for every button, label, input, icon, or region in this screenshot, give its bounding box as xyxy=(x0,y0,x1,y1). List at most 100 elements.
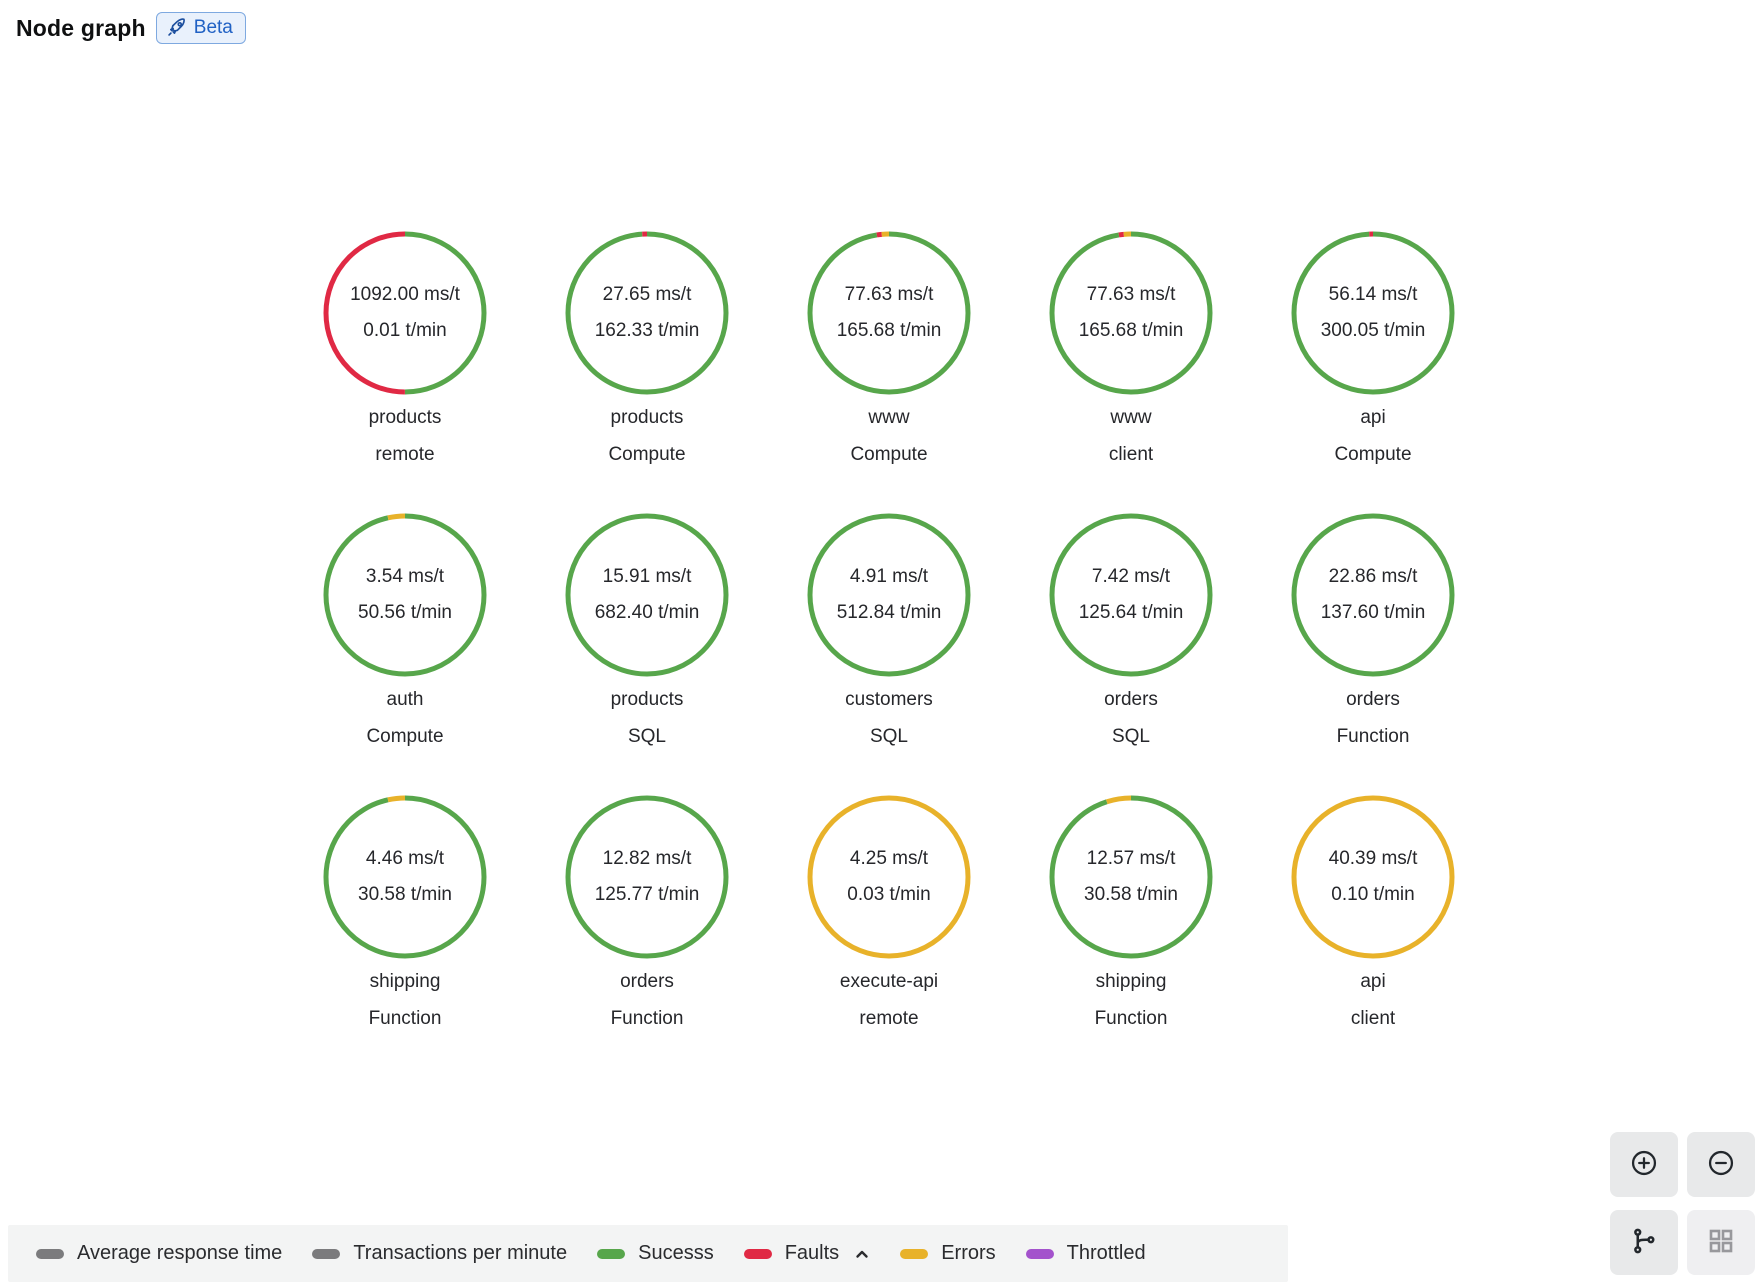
node-main-stat: 12.57 ms/t xyxy=(1086,848,1176,869)
node-subtitle: Compute xyxy=(608,444,686,465)
node-main-stat: 22.86 ms/t xyxy=(1328,566,1418,587)
node-main-stat: 3.54 ms/t xyxy=(365,566,445,587)
node-title: orders xyxy=(1346,689,1400,710)
node-ring[interactable]: 40.39 ms/t 0.10 t/min xyxy=(1291,795,1455,959)
chevron-up-icon xyxy=(854,1246,870,1262)
node-secondary-stat: 30.58 t/min xyxy=(1084,884,1178,905)
node-ring[interactable]: 4.46 ms/t 30.58 t/min xyxy=(323,795,487,959)
node-subtitle: Function xyxy=(1336,726,1410,747)
node-subtitle: Function xyxy=(1094,1008,1168,1029)
node-title: products xyxy=(610,689,684,710)
node-stats: 4.46 ms/t 30.58 t/min xyxy=(323,795,487,959)
node-main-stat: 4.46 ms/t xyxy=(365,848,445,869)
node-main-stat: 4.91 ms/t xyxy=(849,566,929,587)
node-ring[interactable]: 4.91 ms/t 512.84 t/min xyxy=(807,513,971,677)
node: 27.65 ms/t 162.33 t/min products Compute xyxy=(526,231,768,513)
node: 1092.00 ms/t 0.01 t/min products remote xyxy=(284,231,526,513)
node-ring[interactable]: 1092.00 ms/t 0.01 t/min xyxy=(323,231,487,395)
node-title: api xyxy=(1360,971,1386,992)
node-ring[interactable]: 4.25 ms/t 0.03 t/min xyxy=(807,795,971,959)
grid-layout-button[interactable] xyxy=(1687,1210,1755,1275)
node-ring[interactable]: 77.63 ms/t 165.68 t/min xyxy=(807,231,971,395)
legend-item[interactable]: Errors xyxy=(900,1242,996,1265)
legend-item[interactable]: Transactions per minute xyxy=(312,1242,567,1265)
graph-layout-button[interactable] xyxy=(1610,1210,1678,1275)
node-stats: 4.25 ms/t 0.03 t/min xyxy=(807,795,971,959)
node: 77.63 ms/t 165.68 t/min www client xyxy=(1010,231,1252,513)
node-graph-canvas[interactable]: 1092.00 ms/t 0.01 t/min products remote … xyxy=(284,231,1494,1077)
legend-item[interactable]: Throttled xyxy=(1025,1242,1146,1265)
legend-item[interactable]: Sucesss xyxy=(597,1242,714,1265)
rocket-icon xyxy=(166,17,187,38)
node-ring[interactable]: 77.63 ms/t 165.68 t/min xyxy=(1049,231,1213,395)
page-title: Node graph xyxy=(16,14,146,41)
node-ring[interactable]: 22.86 ms/t 137.60 t/min xyxy=(1291,513,1455,677)
node-label: products Compute xyxy=(608,399,685,473)
node-donut xyxy=(323,795,487,959)
node-donut xyxy=(323,231,487,395)
node-stats: 3.54 ms/t 50.56 t/min xyxy=(323,513,487,677)
node: 40.39 ms/t 0.10 t/min api client xyxy=(1252,795,1494,1077)
node-subtitle: Function xyxy=(610,1008,684,1029)
node: 15.91 ms/t 682.40 t/min products SQL xyxy=(526,513,768,795)
legend-item-label: Errors xyxy=(941,1242,996,1264)
node-main-stat: 15.91 ms/t xyxy=(602,566,692,587)
node-main-stat: 7.42 ms/t xyxy=(1091,566,1171,587)
node-ring[interactable]: 15.91 ms/t 682.40 t/min xyxy=(565,513,729,677)
node-ring[interactable]: 27.65 ms/t 162.33 t/min xyxy=(565,231,729,395)
zoom-out-button[interactable] xyxy=(1687,1132,1755,1197)
node-donut xyxy=(807,795,971,959)
node-main-stat: 40.39 ms/t xyxy=(1328,848,1418,869)
node: 4.91 ms/t 512.84 t/min customers SQL xyxy=(768,513,1010,795)
node-ring[interactable]: 12.57 ms/t 30.58 t/min xyxy=(1049,795,1213,959)
node-title: orders xyxy=(620,971,674,992)
node-title: shipping xyxy=(369,971,441,992)
node-donut xyxy=(1291,231,1455,395)
node-donut xyxy=(807,513,971,677)
zoom-in-button[interactable] xyxy=(1610,1132,1678,1197)
node-subtitle: Function xyxy=(368,1008,442,1029)
legend-bar: Average response time Transactions per m… xyxy=(8,1225,1288,1282)
node-title: www xyxy=(868,407,910,428)
circle-minus-icon xyxy=(1705,1147,1737,1182)
node-stats: 12.82 ms/t 125.77 t/min xyxy=(565,795,729,959)
node-donut xyxy=(1291,513,1455,677)
node-subtitle: Compute xyxy=(1334,444,1412,465)
node-title: products xyxy=(610,407,684,428)
legend-swatch-icon xyxy=(743,1248,772,1259)
node-label: shipping Function xyxy=(1095,963,1168,1037)
node-main-stat: 56.14 ms/t xyxy=(1328,284,1418,305)
node-subtitle: Compute xyxy=(850,444,928,465)
legend-item[interactable]: Faults xyxy=(743,1242,870,1265)
node-secondary-stat: 50.56 t/min xyxy=(358,602,452,623)
node-ring[interactable]: 3.54 ms/t 50.56 t/min xyxy=(323,513,487,677)
node-secondary-stat: 0.03 t/min xyxy=(847,884,931,905)
legend-item-label: Faults xyxy=(784,1242,840,1264)
node: 4.25 ms/t 0.03 t/min execute-api remote xyxy=(768,795,1010,1077)
node-title: auth xyxy=(386,689,424,710)
node-label: execute-api remote xyxy=(840,963,938,1037)
node: 22.86 ms/t 137.60 t/min orders Function xyxy=(1252,513,1494,795)
node-label: shipping Function xyxy=(369,963,442,1037)
node-title: www xyxy=(1110,407,1152,428)
node-ring[interactable]: 56.14 ms/t 300.05 t/min xyxy=(1291,231,1455,395)
beta-badge-label: Beta xyxy=(193,17,233,38)
node-donut xyxy=(565,231,729,395)
node-subtitle: SQL xyxy=(1111,726,1150,747)
node-ring[interactable]: 7.42 ms/t 125.64 t/min xyxy=(1049,513,1213,677)
node-main-stat: 27.65 ms/t xyxy=(602,284,692,305)
node-secondary-stat: 300.05 t/min xyxy=(1320,320,1426,341)
node: 12.57 ms/t 30.58 t/min shipping Function xyxy=(1010,795,1252,1077)
node-label: orders Function xyxy=(611,963,684,1037)
node-label: www client xyxy=(1109,399,1153,473)
node-donut xyxy=(1049,231,1213,395)
node-label: orders SQL xyxy=(1104,681,1158,755)
legend-item-label: Average response time xyxy=(77,1242,283,1264)
node: 56.14 ms/t 300.05 t/min api Compute xyxy=(1252,231,1494,513)
node-secondary-stat: 682.40 t/min xyxy=(594,602,700,623)
beta-badge: Beta xyxy=(155,12,246,44)
node-ring[interactable]: 12.82 ms/t 125.77 t/min xyxy=(565,795,729,959)
node-stats: 15.91 ms/t 682.40 t/min xyxy=(565,513,729,677)
legend-item[interactable]: Average response time xyxy=(36,1242,282,1265)
legend-swatch-icon xyxy=(900,1248,929,1259)
